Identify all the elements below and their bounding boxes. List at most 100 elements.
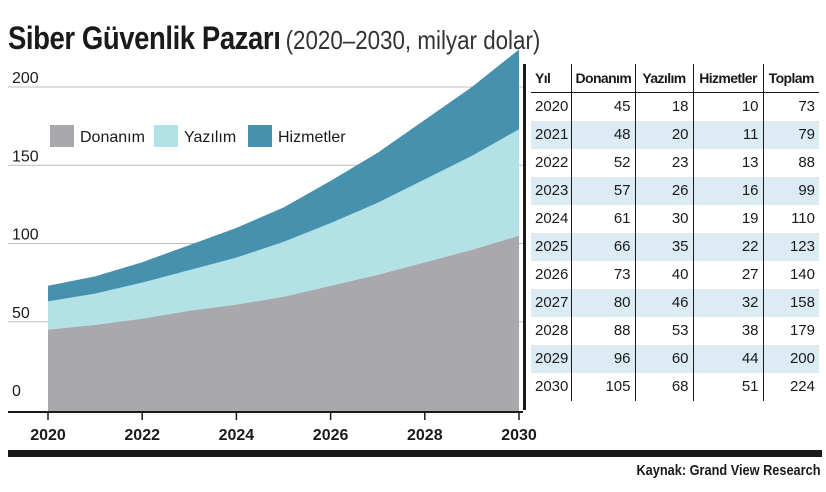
legend-swatch bbox=[154, 125, 178, 147]
x-tick-label: 2028 bbox=[407, 427, 443, 444]
table-cell: 44 bbox=[692, 345, 763, 373]
table-cell: 80 bbox=[570, 289, 635, 317]
table-cell: 16 bbox=[692, 177, 763, 205]
table-cell: 73 bbox=[762, 92, 819, 121]
table-row: 2029 96 60 44 200 bbox=[531, 345, 819, 373]
table-row: 2027 80 46 32 158 bbox=[531, 289, 819, 317]
chart-title: Siber Güvenlik Pazarı (2020–2030, milyar … bbox=[8, 20, 540, 57]
table-row: 2024 61 30 19 110 bbox=[531, 205, 819, 233]
y-tick-label: 150 bbox=[12, 148, 39, 165]
table-cell: 2025 bbox=[531, 233, 571, 261]
table-cell: 79 bbox=[762, 121, 819, 149]
table-cell: 2028 bbox=[535, 322, 569, 339]
table-cell: 32 bbox=[692, 289, 763, 317]
area-hardware bbox=[48, 235, 519, 412]
table-cell: 61 bbox=[570, 205, 635, 233]
legend-swatch bbox=[248, 125, 272, 147]
table-cell: 30 bbox=[634, 205, 693, 233]
legend-label: Yazılım bbox=[184, 129, 236, 146]
y-tick-label: 50 bbox=[12, 305, 30, 322]
legend-label: Hizmetler bbox=[278, 129, 346, 146]
table-cell: 22 bbox=[692, 233, 763, 261]
x-tick-label: 2022 bbox=[124, 427, 160, 444]
table-cell: 48 bbox=[570, 121, 635, 149]
table-header-cell: Yazılım bbox=[634, 64, 693, 93]
table-cell: 35 bbox=[634, 233, 693, 261]
table-cell: 57 bbox=[570, 177, 635, 205]
table-body: 2020 45 18 10 73 2021 48 20 11 79 2022 52 23 13 88 2023… bbox=[531, 92, 819, 401]
table-cell: 224 bbox=[762, 373, 819, 401]
table-cell: 88 bbox=[762, 149, 819, 177]
table-cell: 2029 bbox=[531, 345, 571, 373]
legend: Donanım Yazılım Hizmetler bbox=[50, 125, 346, 147]
table-cell: 140 bbox=[762, 261, 819, 289]
table-cell: 73 bbox=[570, 261, 635, 289]
table-cell: 99 bbox=[762, 177, 819, 205]
table-row: 2028 88 53 38 179 bbox=[531, 317, 819, 345]
table-cell: 123 bbox=[762, 233, 819, 261]
source-note: Kaynak: Grand View Research bbox=[635, 462, 820, 479]
data-table: Yıl Donanım Yazılım Hizmetler Toplam 2020 45 1… bbox=[531, 64, 819, 401]
legend-label: Donanım bbox=[80, 129, 145, 146]
title-text: Siber Güvenlik Pazarı bbox=[8, 20, 281, 56]
table-cell: 2023 bbox=[531, 177, 571, 205]
x-tick-label: 2030 bbox=[501, 427, 537, 444]
table-row: 2020 45 18 10 73 bbox=[531, 92, 819, 121]
area-layer bbox=[48, 49, 519, 412]
table-cell: 179 bbox=[762, 317, 819, 345]
table-cell: 158 bbox=[762, 289, 819, 317]
table-cell: 110 bbox=[762, 205, 819, 233]
table-divider bbox=[523, 64, 526, 410]
table-cell: 2030 bbox=[535, 378, 569, 395]
table-row: 2030 105 68 51 224 bbox=[531, 373, 819, 401]
table-cell: 52 bbox=[570, 149, 635, 177]
table-cell: 13 bbox=[692, 149, 763, 177]
table-header-row: Yıl Donanım Yazılım Hizmetler Toplam bbox=[531, 64, 819, 93]
table-cell: 46 bbox=[634, 289, 693, 317]
table-cell: 60 bbox=[634, 345, 693, 373]
table-cell: 200 bbox=[762, 345, 819, 373]
bottom-rule bbox=[8, 450, 822, 457]
table-cell: 27 bbox=[692, 261, 763, 289]
area-software bbox=[48, 129, 519, 330]
table-row: 2021 48 20 11 79 bbox=[531, 121, 819, 149]
table-cell: 2027 bbox=[531, 289, 571, 317]
table-cell: 96 bbox=[570, 345, 635, 373]
table-cell: 11 bbox=[692, 121, 763, 149]
table-cell: 26 bbox=[634, 177, 693, 205]
area-services bbox=[48, 49, 519, 302]
table-cell: 20 bbox=[634, 121, 693, 149]
table-cell: 2026 bbox=[535, 266, 569, 283]
table-header-cell: Toplam bbox=[762, 64, 819, 93]
x-tick-label: 2026 bbox=[313, 427, 349, 444]
table-header-cell: Hizmetler bbox=[692, 64, 763, 93]
table-cell: 105 bbox=[570, 373, 635, 401]
table-header-cell: Donanım bbox=[570, 64, 635, 93]
y-tick-label: 100 bbox=[12, 227, 39, 244]
table-cell: 2022 bbox=[535, 154, 569, 171]
legend-swatch bbox=[50, 125, 74, 147]
table-row: 2022 52 23 13 88 bbox=[531, 149, 819, 177]
table-cell: 68 bbox=[634, 373, 693, 401]
table-cell: 51 bbox=[692, 373, 763, 401]
y-tick-label: 0 bbox=[12, 383, 21, 400]
table-cell: 88 bbox=[570, 317, 635, 345]
subtitle-text: (2020–2030, milyar dolar) bbox=[285, 25, 541, 55]
table-cell: 45 bbox=[570, 92, 635, 121]
table-cell: 2020 bbox=[535, 98, 569, 115]
table-cell: 40 bbox=[634, 261, 693, 289]
table-cell: 2021 bbox=[531, 121, 571, 149]
table-cell: 38 bbox=[692, 317, 763, 345]
table-row: 2023 57 26 16 99 bbox=[531, 177, 819, 205]
table-cell: 18 bbox=[634, 92, 693, 121]
table-cell: 2024 bbox=[535, 210, 569, 227]
y-tick-label: 200 bbox=[12, 70, 39, 87]
axes: 0 50 100 150 200 2020 2022 2024 2026 2028 2030 bbox=[8, 70, 537, 444]
table-cell: 23 bbox=[634, 149, 693, 177]
table-row: 2026 73 40 27 140 bbox=[531, 261, 819, 289]
table-cell: 19 bbox=[692, 205, 763, 233]
table-cell: 66 bbox=[570, 233, 635, 261]
x-tick-label: 2020 bbox=[30, 427, 66, 444]
table-cell: 53 bbox=[634, 317, 693, 345]
